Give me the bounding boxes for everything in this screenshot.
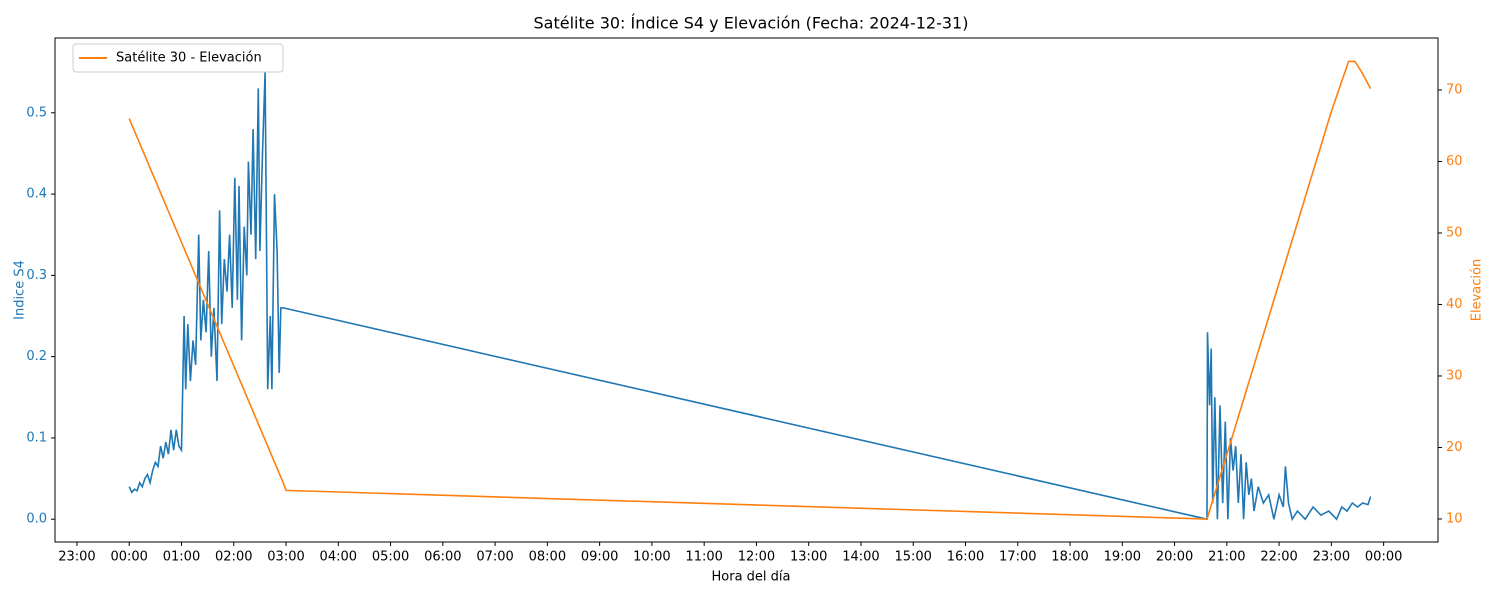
x-tick-label: 18:00 bbox=[1051, 550, 1088, 565]
x-tick-label: 23:00 bbox=[1313, 550, 1350, 565]
y2-tick-label: 50 bbox=[1446, 225, 1463, 240]
x-tick-label: 13:00 bbox=[790, 550, 827, 565]
y2-tick-label: 60 bbox=[1446, 154, 1463, 169]
series-line bbox=[128, 60, 1372, 520]
x-tick-label: 21:00 bbox=[1208, 550, 1245, 565]
x-tick-label: 03:00 bbox=[267, 550, 304, 565]
x-tick-label: 22:00 bbox=[1260, 550, 1297, 565]
y-axis-label: Indice S4 bbox=[13, 260, 28, 320]
x-tick-label: 23:00 bbox=[58, 550, 95, 565]
x-tick-label: 01:00 bbox=[163, 550, 200, 565]
x-tick-label: 10:00 bbox=[633, 550, 670, 565]
x-tick-label: 02:00 bbox=[215, 550, 252, 565]
x-tick-label: 15:00 bbox=[894, 550, 931, 565]
y-tick-label: 0.0 bbox=[26, 512, 47, 527]
x-tick-label: 14:00 bbox=[842, 550, 879, 565]
x-tick-label: 04:00 bbox=[320, 550, 357, 565]
x-tick-label: 07:00 bbox=[476, 550, 513, 565]
y-tick-label: 0.3 bbox=[26, 268, 47, 283]
x-tick-label: 19:00 bbox=[1104, 550, 1141, 565]
legend-label: Satélite 30 - Elevación bbox=[116, 51, 262, 66]
y-tick-label: 0.4 bbox=[26, 187, 47, 202]
legend-box bbox=[72, 43, 284, 73]
x-tick-label: 09:00 bbox=[581, 550, 618, 565]
y2-tick-label: 20 bbox=[1446, 440, 1463, 455]
y2-tick-label: 30 bbox=[1446, 368, 1463, 383]
x-tick-label: 11:00 bbox=[685, 550, 722, 565]
x-tick-label: 00:00 bbox=[110, 550, 147, 565]
plot-frame bbox=[54, 37, 1439, 543]
x-tick-label: 08:00 bbox=[529, 550, 566, 565]
series-line bbox=[128, 72, 1372, 522]
x-axis-label: Hora del día bbox=[712, 570, 791, 585]
y2-tick-label: 40 bbox=[1446, 297, 1463, 312]
y2-tick-label: 70 bbox=[1446, 82, 1463, 97]
y2-axis-label: Elevación bbox=[1470, 259, 1485, 321]
x-tick-label: 17:00 bbox=[999, 550, 1036, 565]
y-tick-label: 0.1 bbox=[26, 430, 47, 445]
y-tick-label: 0.2 bbox=[26, 349, 47, 364]
x-tick-label: 06:00 bbox=[424, 550, 461, 565]
y-tick-label: 0.5 bbox=[26, 105, 47, 120]
y2-tick-label: 10 bbox=[1446, 511, 1463, 526]
x-tick-label: 16:00 bbox=[947, 550, 984, 565]
x-tick-label: 20:00 bbox=[1156, 550, 1193, 565]
x-tick-label: 12:00 bbox=[738, 550, 775, 565]
x-tick-label: 00:00 bbox=[1365, 550, 1402, 565]
chart-title: Satélite 30: Índice S4 y Elevación (Fech… bbox=[534, 14, 969, 33]
x-tick-label: 05:00 bbox=[372, 550, 409, 565]
